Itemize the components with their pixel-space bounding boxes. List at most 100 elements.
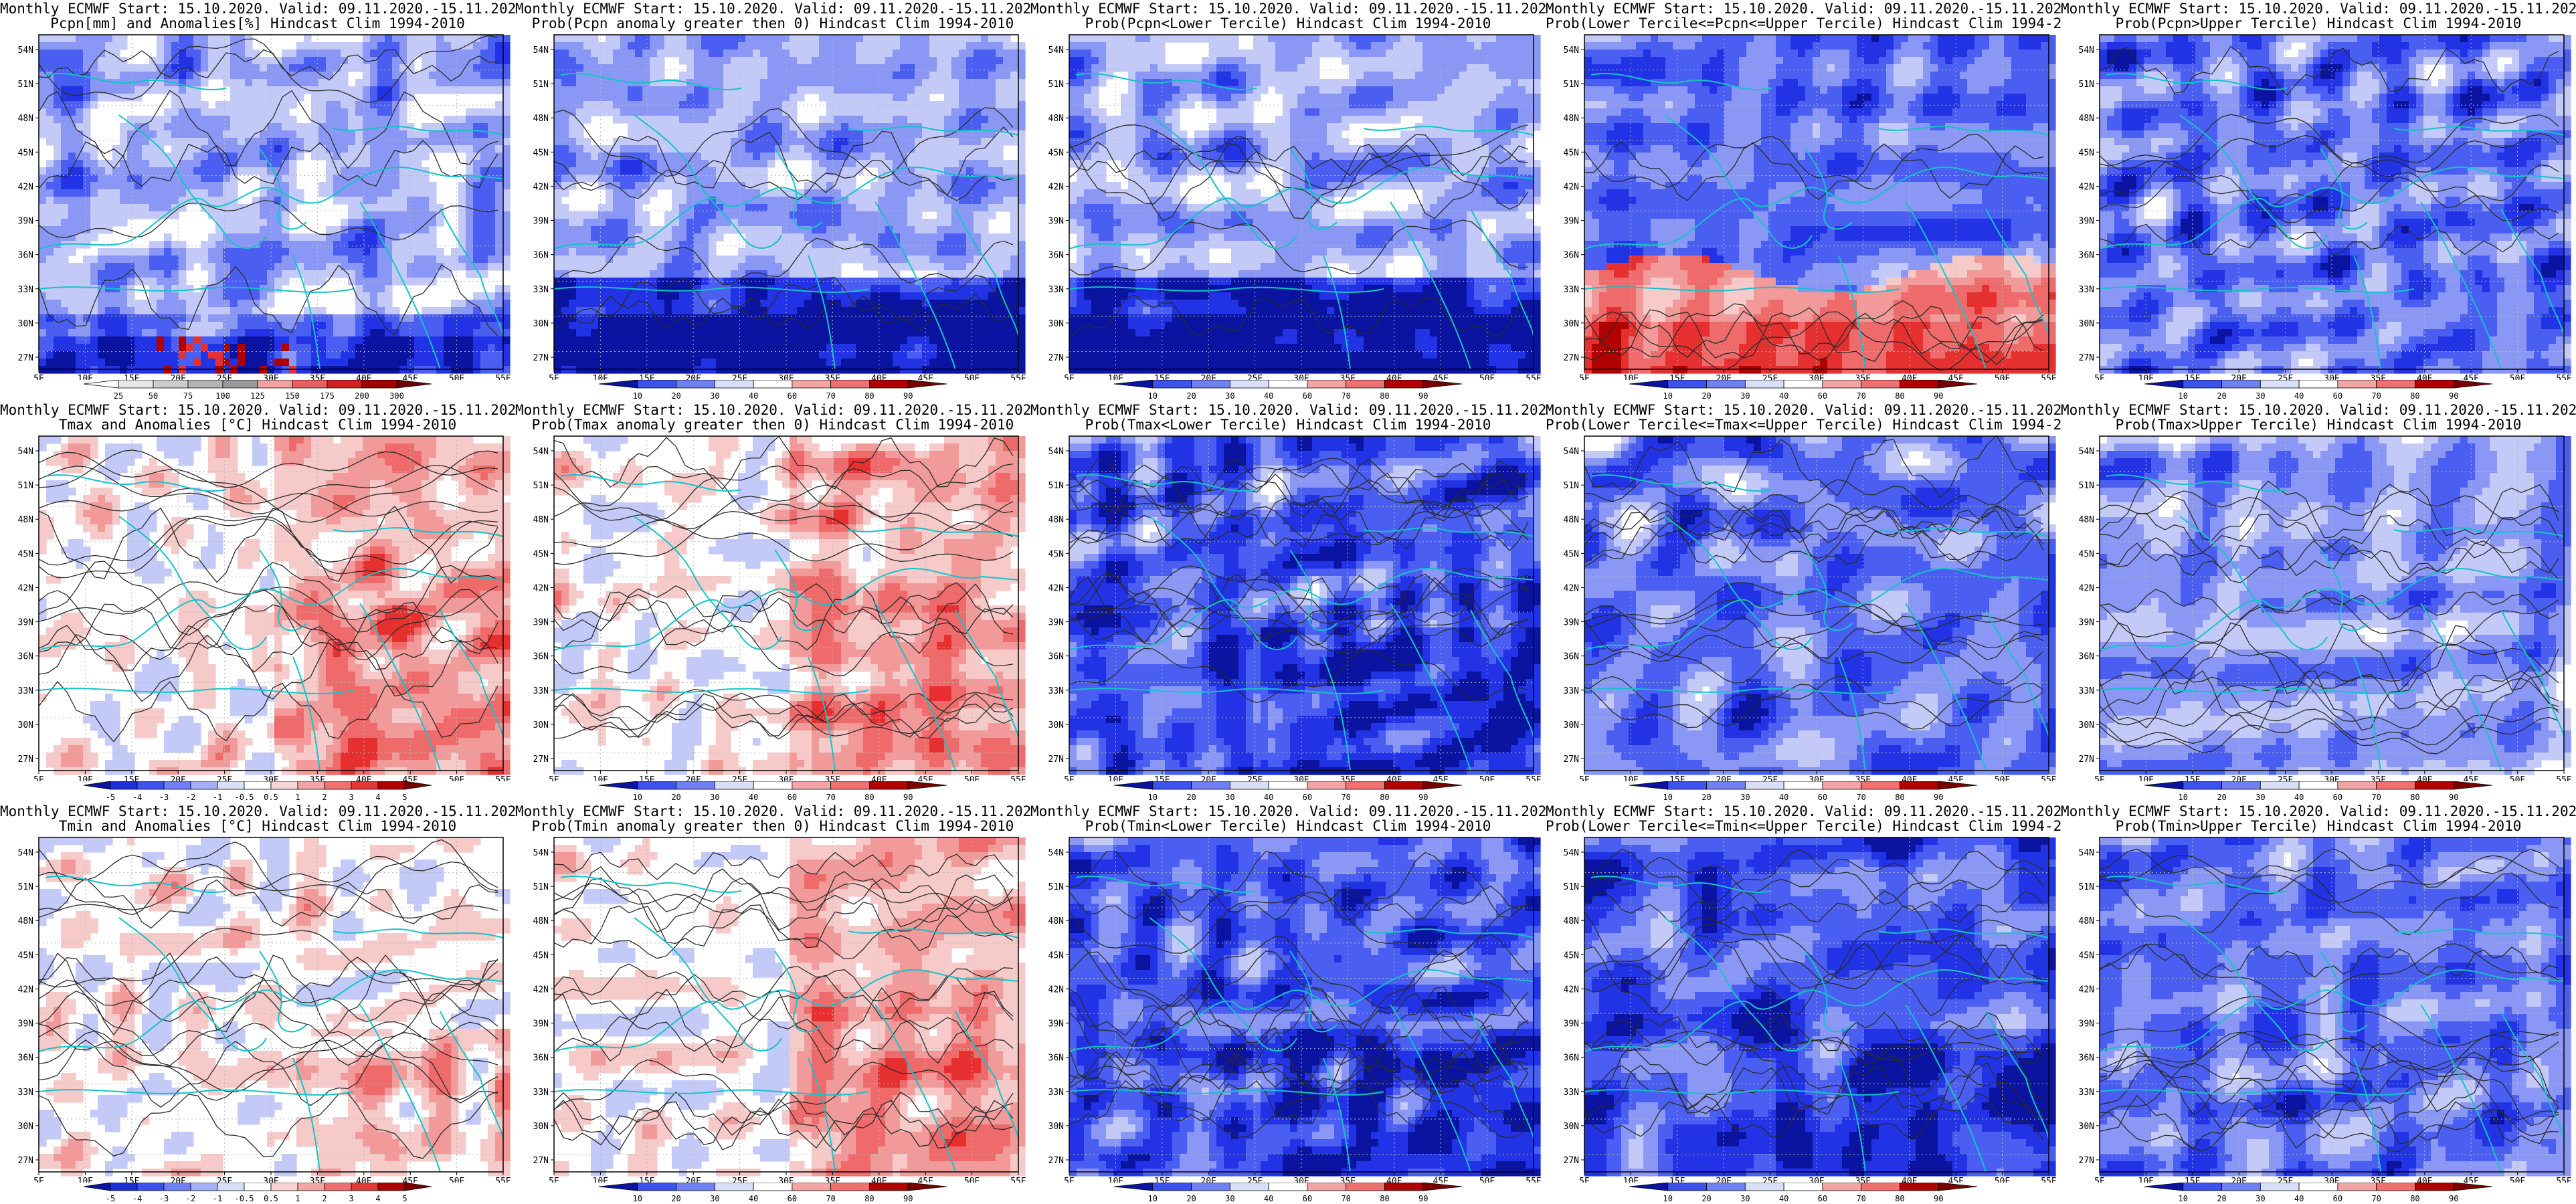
contour-lines (1584, 435, 2044, 730)
lat-tick-label: 30N (2079, 1122, 2094, 1132)
lon-tick-label: 45E (2463, 374, 2478, 380)
colorbar-label: 20 (2217, 793, 2226, 802)
longitude-axis: 5E 10E 15E 20E 25E 30E 35E 40E 45E 50E 55E (1064, 369, 1542, 380)
lat-tick-label: 42N (1564, 182, 1579, 192)
contour-lines (1069, 458, 1529, 704)
colorbar-label: 40 (2294, 391, 2304, 401)
lat-tick-label: 54N (533, 848, 549, 858)
colorbar-label: 20 (1186, 391, 1196, 401)
lat-tick-label: 36N (18, 251, 33, 261)
lon-tick-label: 25E (217, 1177, 232, 1183)
map-area (1069, 837, 1541, 1177)
lat-tick-label: 45N (533, 549, 549, 559)
map-area (2099, 34, 2571, 374)
latitude-axis: 54N 51N 48N 45N 42N 39N 36N 33N 30N 27N (1048, 45, 1069, 363)
lon-tick-label: 25E (217, 374, 232, 380)
lon-tick-label: 5E (33, 374, 44, 380)
lat-tick-label: 39N (533, 1019, 549, 1029)
lat-tick-label: 51N (533, 80, 549, 90)
lat-tick-label: 30N (1564, 720, 1579, 730)
lon-tick-label: 5E (1064, 1177, 1075, 1183)
lat-tick-label: 42N (533, 583, 549, 593)
contour-lines (553, 851, 1014, 1152)
lon-tick-label: 30E (263, 775, 278, 781)
shaded-field (2100, 35, 2571, 374)
lat-tick-label: 39N (1564, 1019, 1579, 1029)
lon-tick-label: 55E (1526, 775, 1541, 781)
shaded-field (554, 35, 1026, 374)
colorbar: -5 -4 -3 -2 -1 -0.5 0.5 1 2 3 4 5 (83, 1183, 432, 1203)
lat-tick-label: 30N (1048, 1122, 1064, 1132)
lon-tick-label: 5E (33, 1177, 44, 1183)
lat-tick-label: 33N (1048, 1088, 1064, 1098)
colorbar-label: 20 (671, 1194, 680, 1203)
lat-tick-label: 30N (2079, 319, 2094, 329)
lon-tick-label: 55E (1010, 1177, 1026, 1183)
panel-header: Monthly ECMWF Start: 15.10.2020. Valid: … (515, 804, 1030, 819)
lon-tick-label: 40E (871, 374, 887, 380)
lon-tick-label: 45E (917, 775, 933, 781)
lat-tick-label: 48N (2079, 515, 2094, 525)
lon-tick-label: 30E (1293, 374, 1309, 380)
shaded-field (2100, 837, 2571, 1177)
latitude-axis: 54N 51N 48N 45N 42N 39N 36N 33N 30N 27N (533, 45, 554, 363)
map-figure: 54N 51N 48N 45N 42N 39N 36N 33N 30N 27N 5E 10E 15E 20… (1048, 34, 1542, 380)
lat-tick-label: 33N (18, 686, 33, 696)
lon-tick-label: 35E (2371, 374, 2386, 380)
lat-tick-label: 48N (18, 114, 33, 124)
lon-tick-label: 55E (2041, 775, 2056, 781)
colorbar-label: 75 (183, 391, 193, 401)
colorbar-figure: 10 20 30 40 60 70 80 90 (1113, 380, 1463, 401)
colorbar-label: 1 (295, 1194, 300, 1203)
lon-tick-label: 5E (33, 775, 44, 781)
lat-tick-label: 36N (2079, 251, 2094, 261)
colorbar-label: 80 (1895, 793, 1904, 802)
colorbar-label: 30 (1740, 1194, 1750, 1203)
lon-tick-label: 45E (917, 1177, 933, 1183)
colorbar-label: 30 (2256, 793, 2265, 802)
lat-tick-label: 33N (18, 1088, 33, 1098)
lon-tick-label: 10E (2138, 1177, 2154, 1183)
longitude-axis: 5E 10E 15E 20E 25E 30E 35E 40E 45E 50E 55E (549, 771, 1026, 781)
lon-tick-label: 50E (964, 1177, 980, 1183)
lat-tick-label: 51N (1048, 80, 1064, 90)
panel-header: Monthly ECMWF Start: 15.10.2020. Valid: … (515, 1, 1030, 17)
lat-tick-label: 48N (18, 515, 33, 525)
lon-tick-label: 50E (2510, 775, 2525, 781)
lat-tick-label: 54N (1048, 447, 1064, 457)
latitude-axis: 54N 51N 48N 45N 42N 39N 36N 33N 30N 27N (1564, 45, 1584, 363)
lon-tick-label: 20E (685, 775, 701, 781)
colorbar-label: 25 (114, 391, 123, 401)
panel-title: Prob(Lower Tercile<=Tmax<=Upper Tercile)… (1546, 417, 2061, 433)
lat-tick-label: 48N (533, 916, 549, 926)
lon-tick-label: 30E (1293, 775, 1309, 781)
lon-tick-label: 45E (2463, 775, 2478, 781)
coastline (2099, 72, 2565, 370)
lat-tick-label: 30N (1564, 319, 1579, 329)
lat-tick-label: 54N (1564, 45, 1579, 56)
colorbar-label: 80 (2410, 391, 2419, 401)
coastline (38, 72, 504, 370)
colorbar-label: 90 (1934, 793, 1943, 802)
colorbar-label: 20 (671, 793, 680, 802)
colorbar-label: 30 (1225, 793, 1234, 802)
lat-tick-label: 54N (2079, 45, 2094, 56)
lon-tick-label: 50E (449, 775, 464, 781)
lon-tick-label: 20E (170, 374, 185, 380)
colorbar-label: 10 (1663, 793, 1673, 802)
lat-tick-label: 33N (533, 686, 549, 696)
lon-tick-label: 50E (449, 1177, 464, 1183)
map-area (553, 435, 1026, 775)
lon-tick-label: 5E (1064, 775, 1075, 781)
colorbar: 10 20 30 40 60 70 80 90 (1113, 1183, 1463, 1203)
colorbar-figure: -5 -4 -3 -2 -1 -0.5 0.5 1 2 3 4 5 (83, 1183, 432, 1203)
lat-tick-label: 36N (1048, 652, 1064, 662)
colorbar-label: 40 (1264, 793, 1273, 802)
lat-tick-label: 51N (2079, 481, 2094, 491)
colorbar-label: 30 (2256, 391, 2265, 401)
lon-tick-label: 35E (1340, 775, 1356, 781)
lon-tick-label: 50E (449, 374, 464, 380)
coastline (1584, 474, 2049, 771)
map-figure: 54N 51N 48N 45N 42N 39N 36N 33N 30N 27N 5E 10E 15E 20… (533, 837, 1026, 1183)
colorbar-label: 20 (1701, 793, 1711, 802)
